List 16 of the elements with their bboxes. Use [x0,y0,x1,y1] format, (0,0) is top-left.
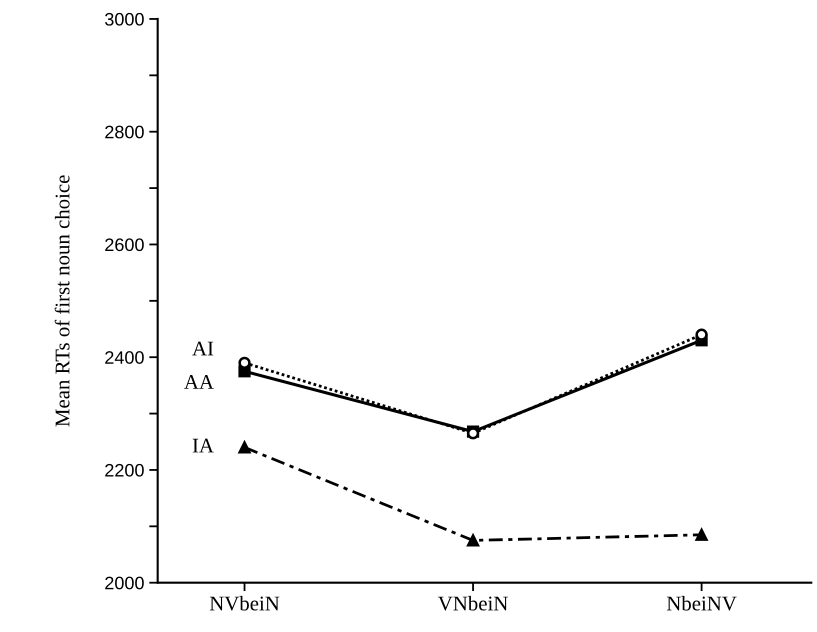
y-tick-label: 2200 [105,464,144,477]
y-axis-title: Mean RTs of first noun choice [54,175,70,426]
x-tick-label: NbeiNV [666,596,737,611]
point [238,441,251,454]
point [695,528,708,541]
series-label: AI [192,342,214,356]
series-label: AA [184,375,214,389]
x-tick-label: VNbeiN [438,596,508,611]
point [466,534,480,547]
y-tick-label: 3000 [105,12,144,26]
y-tick-label: 2000 [105,576,144,590]
y-tick-label: 2800 [105,126,144,138]
y-tick-label: 2600 [105,238,144,252]
y-tick-label: 2400 [105,351,144,364]
x-tick-label: NVbeiN [210,596,280,611]
series-label: IA [192,438,214,452]
